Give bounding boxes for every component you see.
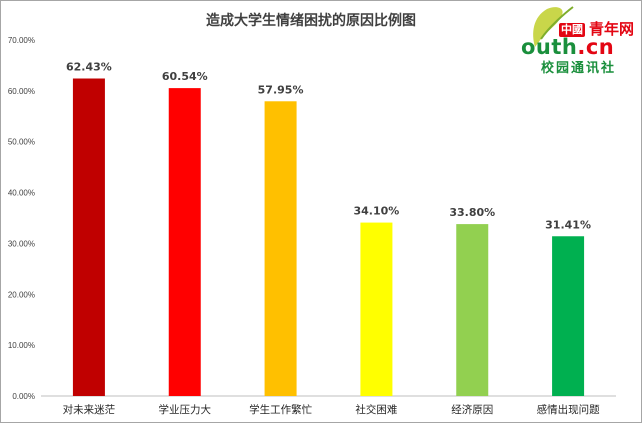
x-category-label: 学业压力大 (159, 403, 212, 416)
logo-youth-text: outh.cn (521, 36, 614, 58)
y-tick-label: 10.00% (8, 341, 35, 350)
y-axis: 0.00% 10.00% 20.00% 30.00% 40.00% 50.00% 60.00… (8, 36, 35, 401)
y-tick-label: 70.00% (8, 36, 35, 45)
logo-subtitle: 校园通讯社 (541, 61, 617, 76)
bar (72, 78, 105, 397)
y-tick-label: 60.00% (8, 87, 35, 96)
y-tick-label: 20.00% (8, 290, 35, 299)
bar-value-label: 34.10% (354, 205, 400, 218)
category-labels-group: 对未来迷茫 学业压力大 学生工作繁忙 社交困难 经济原因 感情出现问题 (63, 403, 600, 416)
bar (264, 101, 297, 396)
value-labels-group: 62.43% 60.54% 57.95% 34.10% 33.80% 31.41% (66, 60, 591, 231)
logo-outh: outh (521, 35, 578, 59)
x-category-label: 经济原因 (451, 403, 493, 416)
logo-qingnian-text: 青年网 (589, 20, 635, 38)
bars-group (72, 78, 585, 397)
x-category-label: 对未来迷茫 (63, 403, 116, 416)
ginkgo-leaf-icon (533, 6, 574, 48)
x-category-label: 学生工作繁忙 (249, 403, 312, 416)
x-category-label: 感情出现问题 (537, 403, 600, 416)
chart-title: 造成大学生情绪困扰的原因比例图 (206, 12, 416, 29)
y-tick-label: 40.00% (8, 189, 35, 198)
y-tick-label: 0.00% (12, 392, 35, 401)
bar (168, 88, 201, 397)
logo-china-text: 中國 (559, 23, 585, 37)
bar-value-label: 62.43% (66, 60, 112, 73)
bar-value-label: 57.95% (258, 83, 304, 96)
y-tick-label: 50.00% (8, 138, 35, 147)
logo-dotcn: .cn (577, 35, 615, 59)
bar (456, 224, 489, 396)
bar-value-label: 33.80% (449, 206, 495, 219)
bar-value-label: 31.41% (545, 218, 591, 231)
bar-value-label: 60.54% (162, 70, 208, 83)
x-category-label: 社交困难 (355, 403, 397, 416)
y-tick-label: 30.00% (8, 239, 35, 248)
youth-cn-logo: 中國 青年网 outh.cn 校园通讯社 (521, 3, 639, 81)
bar (552, 236, 585, 396)
bar (360, 222, 393, 396)
